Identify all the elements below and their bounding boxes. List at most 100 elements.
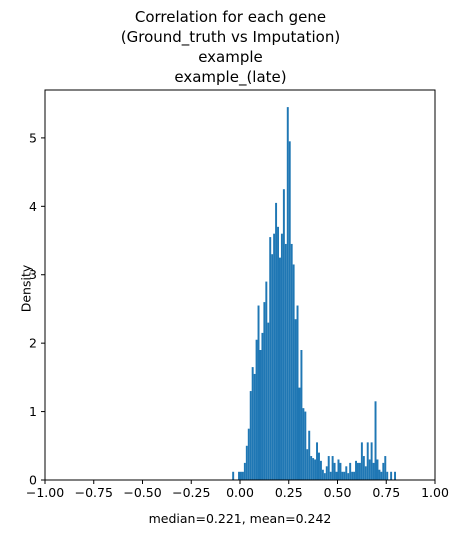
histogram-bar [368,459,371,480]
histogram-bar [341,471,344,480]
histogram-bar [290,243,293,480]
histogram-bar [251,367,254,480]
histogram-bar [316,442,318,480]
histogram-bar [343,471,346,480]
histogram-bar [319,460,322,480]
histogram-bar [321,469,324,480]
histogram-bar [296,305,299,480]
histogram-bar [329,471,332,480]
histogram-bar [298,387,301,480]
histogram-bar [323,473,326,480]
x-tick-label: 0.25 [275,485,303,500]
histogram-bar [337,459,340,480]
histogram-bar [232,471,235,480]
y-tick-label: 3 [29,267,37,282]
histogram-bar [271,254,274,480]
histogram-bar [353,471,356,480]
histogram-bar [243,462,246,480]
histogram-bar [280,233,283,480]
histogram-bar [372,462,375,480]
histogram-bar [306,449,309,480]
x-tick-label: 0.50 [324,485,352,500]
histogram-bar [294,319,297,480]
histogram-bar [355,460,357,480]
histogram-bar [259,350,262,480]
y-tick-label: 5 [29,130,37,145]
y-axis-label: Density [18,264,34,313]
histogram-bar [331,456,334,480]
histogram-bar [240,471,242,480]
histogram-bar [265,281,268,480]
histogram-bar [318,452,320,480]
y-tick-label: 4 [29,199,37,214]
histogram-bar [277,226,279,480]
x-tick-label: −0.75 [75,485,113,500]
histogram-bar [325,466,328,480]
histogram-bar [335,471,338,480]
histogram-bar [261,332,264,480]
histogram-bar [292,264,295,480]
y-axis-ticks: 0 1 2 3 4 5 [29,130,45,488]
histogram-bar [247,428,250,480]
histogram-bar [366,442,369,480]
histogram-bar [370,442,373,480]
x-axis-label: median=0.221, mean=0.242 [148,511,332,526]
chart-title-line-1: Correlation for each gene [134,8,327,26]
histogram-bar [382,462,385,480]
histogram-bar [362,456,365,480]
x-tick-label: −0.50 [123,485,161,500]
histogram-bar [302,408,305,480]
histogram-bar [358,462,361,480]
y-tick-label: 1 [29,404,37,419]
histogram-bar [286,107,289,481]
histogram-bar [245,445,248,480]
histogram-bar [267,322,270,480]
histogram-bar [263,302,266,480]
chart-title-line-2: (Ground_truth vs Imputation) [120,28,341,46]
histogram-bar [374,401,377,480]
histogram-bar [310,456,313,480]
histogram-bar [284,243,287,480]
histogram-bar [364,466,367,480]
histogram-bar [269,237,272,480]
histogram-bar [390,471,393,480]
histogram-bar [380,471,383,480]
histogram-bar [333,462,336,480]
x-tick-label: 0.00 [226,485,254,500]
x-axis-ticks: −1.00 −0.75 −0.50 −0.25 0.00 0.25 0.50 0.75 1.00 [26,480,449,500]
histogram-bar [376,459,379,480]
x-tick-label: 1.00 [421,485,449,500]
histogram-bar [282,189,285,481]
histogram-bar [249,391,252,480]
histogram-bar [351,471,354,480]
histogram-bar [300,350,303,480]
histogram-bar [308,430,311,480]
histogram-bar [357,462,359,480]
histogram-bar [360,442,363,480]
histogram-bar [257,305,260,480]
x-tick-label: −0.25 [172,485,210,500]
histogram-bar [384,456,387,480]
histogram-bar [273,233,276,480]
chart-title-line-4: example_(late) [174,68,287,86]
histogram-bar [288,141,291,480]
histogram-bars [232,107,396,481]
histogram-bar [347,473,350,480]
histogram-bar [279,257,281,480]
histogram-bar [378,469,381,480]
histogram-bar [238,471,240,480]
x-tick-label: 0.75 [372,485,400,500]
histogram-bar [394,471,396,480]
histogram-bar [349,462,352,480]
y-tick-label: 2 [29,336,37,351]
histogram-bar [345,466,348,480]
histogram-bar [255,339,258,480]
x-tick-label: −1.00 [26,485,64,500]
histogram-bar [312,458,315,480]
histogram-bar [339,462,342,480]
histogram-bar [275,202,278,481]
histogram-bar [304,411,307,480]
y-tick-label: 0 [29,473,37,488]
histogram-bar [386,471,389,480]
